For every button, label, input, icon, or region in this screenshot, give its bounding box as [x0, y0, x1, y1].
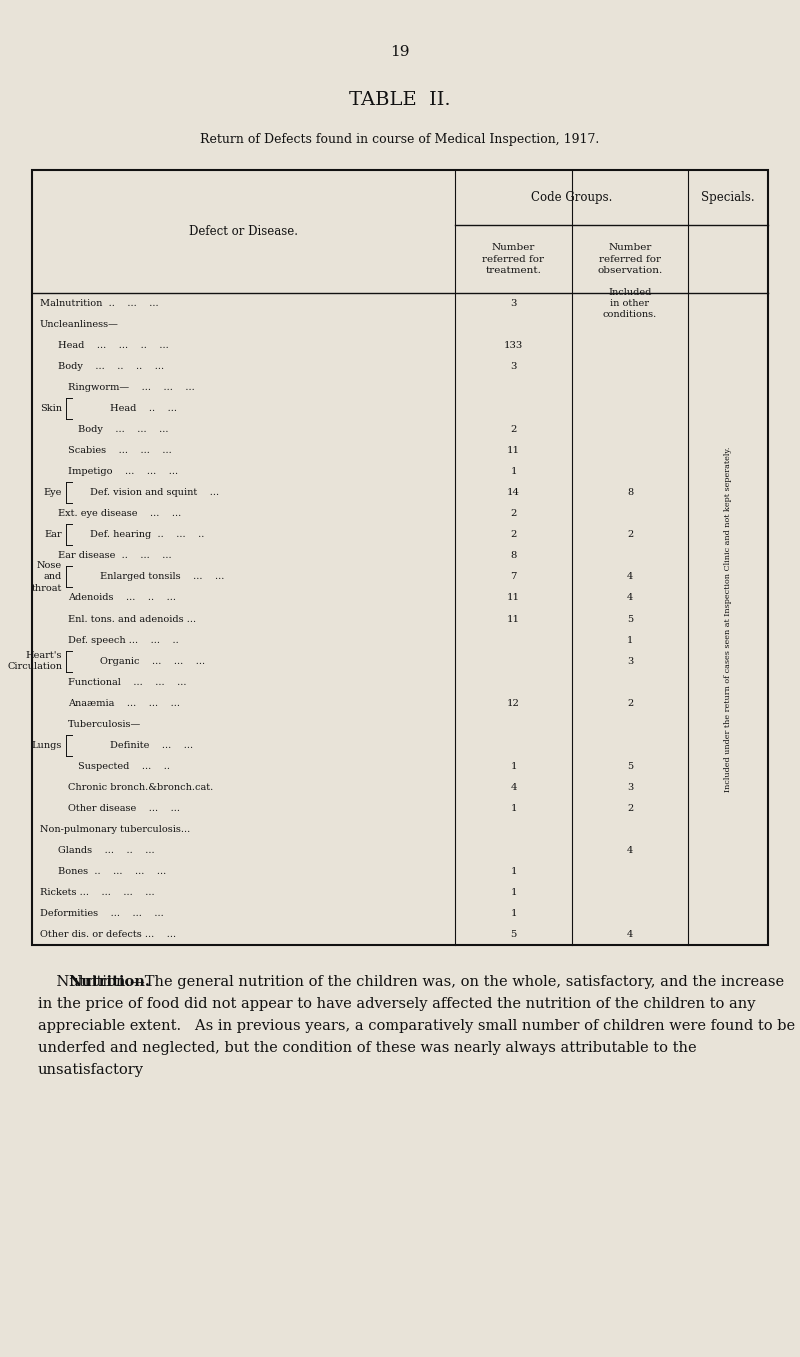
- Text: 2: 2: [627, 699, 633, 707]
- Text: 5: 5: [627, 761, 633, 771]
- Text: Malnutrition  ..    ...    ...: Malnutrition .. ... ...: [40, 299, 158, 308]
- Text: 3: 3: [627, 783, 633, 791]
- Text: Impetigo    ...    ...    ...: Impetigo ... ... ...: [68, 467, 178, 476]
- Text: Enl. tons. and adenoids ...: Enl. tons. and adenoids ...: [68, 615, 196, 623]
- Text: Chronic bronch.&bronch.cat.: Chronic bronch.&bronch.cat.: [68, 783, 214, 791]
- Text: Nutrition.: Nutrition.: [68, 974, 150, 989]
- Text: Included
in other
conditions.: Included in other conditions.: [603, 288, 657, 319]
- Text: Adenoids    ...    ..    ...: Adenoids ... .. ...: [68, 593, 176, 603]
- Text: 1: 1: [510, 909, 517, 917]
- Text: Other disease    ...    ...: Other disease ... ...: [68, 803, 180, 813]
- Text: Skin: Skin: [40, 404, 62, 413]
- Text: Anaæmia    ...    ...    ...: Anaæmia ... ... ...: [68, 699, 180, 707]
- Text: Uncleanliness—: Uncleanliness—: [40, 320, 119, 328]
- Text: Return of Defects found in course of Medical Inspection, 1917.: Return of Defects found in course of Med…: [200, 133, 600, 147]
- Text: 8: 8: [510, 551, 517, 560]
- Text: Eye: Eye: [44, 489, 62, 497]
- Text: 4: 4: [627, 930, 633, 939]
- Text: Other dis. or defects ...    ...: Other dis. or defects ... ...: [40, 930, 176, 939]
- Text: 2: 2: [627, 803, 633, 813]
- Text: Definite    ...    ...: Definite ... ...: [110, 741, 193, 749]
- Text: 1: 1: [627, 635, 633, 645]
- Text: Suspected    ...    ..: Suspected ... ..: [78, 761, 170, 771]
- Text: 2: 2: [627, 531, 633, 539]
- Text: 1: 1: [510, 467, 517, 476]
- Text: Functional    ...    ...    ...: Functional ... ... ...: [68, 677, 186, 687]
- Text: Ringworm—    ...    ...    ...: Ringworm— ... ... ...: [68, 383, 194, 392]
- Text: 4: 4: [627, 593, 633, 603]
- Text: 3: 3: [510, 299, 517, 308]
- Text: Def. hearing  ..    ...    ..: Def. hearing .. ... ..: [90, 531, 204, 539]
- Text: Ext. eye disease    ...    ...: Ext. eye disease ... ...: [58, 509, 182, 518]
- Text: Body    ...    ...    ...: Body ... ... ...: [78, 425, 169, 434]
- Text: 1: 1: [510, 887, 517, 897]
- Text: Heart's
Circulation: Heart's Circulation: [7, 651, 62, 672]
- Text: Code Groups.: Code Groups.: [531, 191, 612, 204]
- Text: 11: 11: [507, 615, 520, 623]
- Text: Def. vision and squint    ...: Def. vision and squint ...: [90, 489, 219, 497]
- Text: Ear disease  ..    ...    ...: Ear disease .. ... ...: [58, 551, 172, 560]
- Text: 11: 11: [507, 593, 520, 603]
- Text: Bones  ..    ...    ...    ...: Bones .. ... ... ...: [58, 867, 166, 875]
- Text: 12: 12: [507, 699, 520, 707]
- Text: Defect or Disease.: Defect or Disease.: [189, 225, 298, 237]
- Text: 19: 19: [390, 45, 410, 58]
- Text: 3: 3: [627, 657, 633, 665]
- Text: 5: 5: [510, 930, 517, 939]
- Text: Body    ...    ..    ..    ...: Body ... .. .. ...: [58, 362, 164, 370]
- Text: 7: 7: [510, 573, 517, 581]
- Text: 2: 2: [510, 425, 517, 434]
- Bar: [32, 170, 768, 944]
- Text: Def. speech ...    ...    ..: Def. speech ... ... ..: [68, 635, 178, 645]
- Text: 14: 14: [507, 489, 520, 497]
- Text: Non-pulmonary tuberculosis...: Non-pulmonary tuberculosis...: [40, 825, 190, 833]
- Text: Tuberculosis—: Tuberculosis—: [68, 719, 142, 729]
- Text: Glands    ...    ..    ...: Glands ... .. ...: [58, 845, 154, 855]
- Text: Nose
and
throat: Nose and throat: [32, 562, 62, 593]
- Text: 2: 2: [510, 531, 517, 539]
- Text: 4: 4: [627, 573, 633, 581]
- Text: 1: 1: [510, 867, 517, 875]
- Text: Organic    ...    ...    ...: Organic ... ... ...: [100, 657, 205, 665]
- Text: 1: 1: [510, 761, 517, 771]
- Text: 4: 4: [510, 783, 517, 791]
- Text: 3: 3: [510, 362, 517, 370]
- Text: Ear: Ear: [44, 531, 62, 539]
- Text: 8: 8: [627, 489, 633, 497]
- Text: Number
referred for
treatment.: Number referred for treatment.: [482, 243, 545, 275]
- Text: 1: 1: [510, 803, 517, 813]
- Text: Specials.: Specials.: [701, 191, 755, 204]
- Text: 133: 133: [504, 341, 523, 350]
- Text: Included under the return of cases seen at Inspection Clinic and not kept sepera: Included under the return of cases seen …: [724, 446, 732, 791]
- Text: Number
referred for
observation.: Number referred for observation.: [598, 243, 662, 275]
- Text: Rickets ...    ...    ...    ...: Rickets ... ... ... ...: [40, 887, 154, 897]
- Text: 2: 2: [510, 509, 517, 518]
- Text: Enlarged tonsils    ...    ...: Enlarged tonsils ... ...: [100, 573, 224, 581]
- Text: Head    ...    ...    ..    ...: Head ... ... .. ...: [58, 341, 169, 350]
- Text: 4: 4: [627, 845, 633, 855]
- Text: Scabies    ...    ...    ...: Scabies ... ... ...: [68, 446, 172, 455]
- Text: Lungs: Lungs: [32, 741, 62, 749]
- Text: Nutrition.—The general nutrition of the children was, on the whole, satisfactory: Nutrition.—The general nutrition of the …: [38, 974, 795, 1076]
- Text: TABLE  II.: TABLE II.: [349, 91, 451, 109]
- Text: 11: 11: [507, 446, 520, 455]
- Text: Deformities    ...    ...    ...: Deformities ... ... ...: [40, 909, 164, 917]
- Text: 5: 5: [627, 615, 633, 623]
- Text: Head    ..    ...: Head .. ...: [110, 404, 177, 413]
